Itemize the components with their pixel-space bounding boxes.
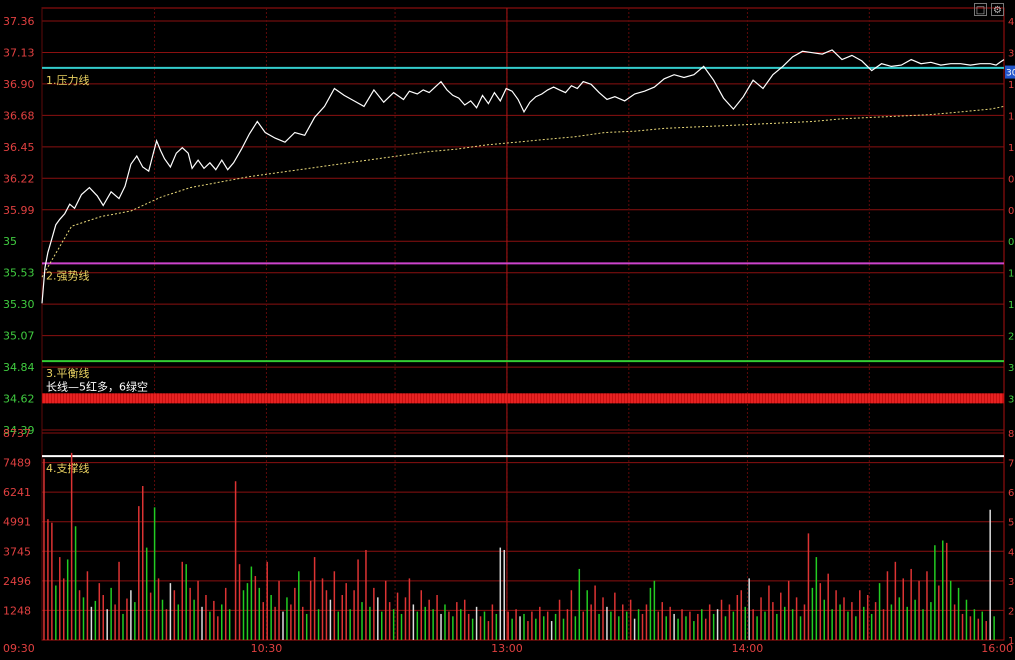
price-tick-label: 36.45 — [3, 141, 35, 154]
reference-line-label: 1.压力线 — [46, 73, 90, 87]
price-line — [41, 49, 1005, 304]
right-tick-label: 1 — [1008, 300, 1014, 311]
right-tick-label: 3 — [1008, 395, 1014, 406]
price-tick-label: 34.62 — [3, 393, 35, 406]
right-tick-label: 3 — [1008, 363, 1014, 374]
time-tick-label: 09:30 — [3, 642, 35, 655]
right-tick-label: 1 — [1008, 111, 1014, 122]
volume-right-tick-label: 7 — [1008, 459, 1014, 470]
right-edge-label: 30 — [1006, 69, 1015, 79]
band-label: 长线—5红多，6绿空 — [46, 379, 148, 393]
right-tick-label: 0 — [1008, 237, 1014, 248]
band-bar — [42, 393, 1004, 404]
right-tick-label: 0 — [1008, 206, 1014, 217]
price-tick-label: 36.22 — [3, 172, 35, 185]
reference-line-label: 3.平衡线 — [46, 366, 90, 380]
reference-line-label: 2.强势线 — [46, 268, 90, 282]
price-tick-label: 34.39 — [3, 424, 35, 437]
right-tick-label: 1 — [1008, 143, 1014, 154]
price-tick-label: 35.53 — [3, 267, 35, 280]
reference-line-label: 4.支撑线 — [46, 461, 90, 475]
average-price-line — [41, 105, 1005, 278]
volume-tick-label: 3745 — [3, 545, 31, 558]
time-tick-label: 13:00 — [491, 642, 523, 655]
price-tick-label: 34.84 — [3, 361, 35, 374]
plot-frame — [41, 7, 1005, 641]
price-tick-label: 36.90 — [3, 78, 35, 91]
volume-right-tick-label: 2 — [1008, 606, 1014, 617]
right-tick-label: 1 — [1008, 80, 1014, 91]
price-tick-label: 37.13 — [3, 46, 35, 59]
volume-tick-label: 2496 — [3, 575, 31, 588]
time-tick-label: 10:30 — [251, 642, 283, 655]
volume-tick-label: 7489 — [3, 457, 31, 470]
time-tick-label: 16:00 — [981, 642, 1013, 655]
volume-tick-label: 8737 — [3, 427, 31, 440]
volume-right-tick-label: 8 — [1008, 429, 1014, 440]
right-tick-label: 4 — [1008, 17, 1014, 28]
price-tick-label: 35.99 — [3, 204, 35, 217]
volume-right-tick-label: 6 — [1008, 488, 1014, 499]
right-edge-marker — [1005, 65, 1015, 79]
volume-tick-label: 6241 — [3, 486, 31, 499]
volume-right-tick-label: 1 — [1008, 636, 1014, 647]
volume-right-tick-label: 4 — [1008, 547, 1014, 558]
price-tick-label: 35.07 — [3, 330, 35, 343]
price-tick-label: 35.30 — [3, 298, 35, 311]
maximize-icon[interactable]: □ — [974, 3, 987, 16]
right-tick-label: 0 — [1008, 174, 1014, 185]
right-tick-label: 1 — [1008, 269, 1014, 280]
volume-tick-label: 1248 — [3, 604, 31, 617]
right-tick-label: 2 — [1008, 332, 1014, 343]
price-tick-label: 36.68 — [3, 109, 35, 122]
right-tick-label: 3 — [1008, 48, 1014, 59]
volume-tick-label: 4991 — [3, 516, 31, 529]
price-tick-label: 37.36 — [3, 15, 35, 28]
volume-right-tick-label: 5 — [1008, 518, 1014, 529]
volume-right-tick-label: 3 — [1008, 577, 1014, 588]
price-tick-label: 35 — [3, 235, 17, 248]
time-tick-label: 14:00 — [732, 642, 764, 655]
settings-icon[interactable]: ⚙ — [991, 3, 1004, 16]
